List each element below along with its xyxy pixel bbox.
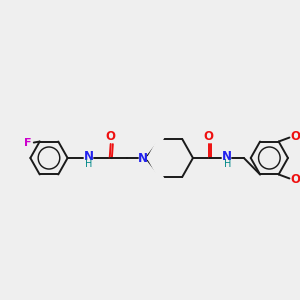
Text: O: O <box>290 173 300 186</box>
Text: H: H <box>224 159 231 169</box>
Text: O: O <box>106 130 116 143</box>
Text: N: N <box>222 151 232 164</box>
Text: O: O <box>290 130 300 143</box>
Text: N: N <box>84 151 94 164</box>
Text: N: N <box>138 152 148 164</box>
Text: H: H <box>85 159 93 169</box>
Text: O: O <box>204 130 214 142</box>
Text: F: F <box>24 137 32 148</box>
